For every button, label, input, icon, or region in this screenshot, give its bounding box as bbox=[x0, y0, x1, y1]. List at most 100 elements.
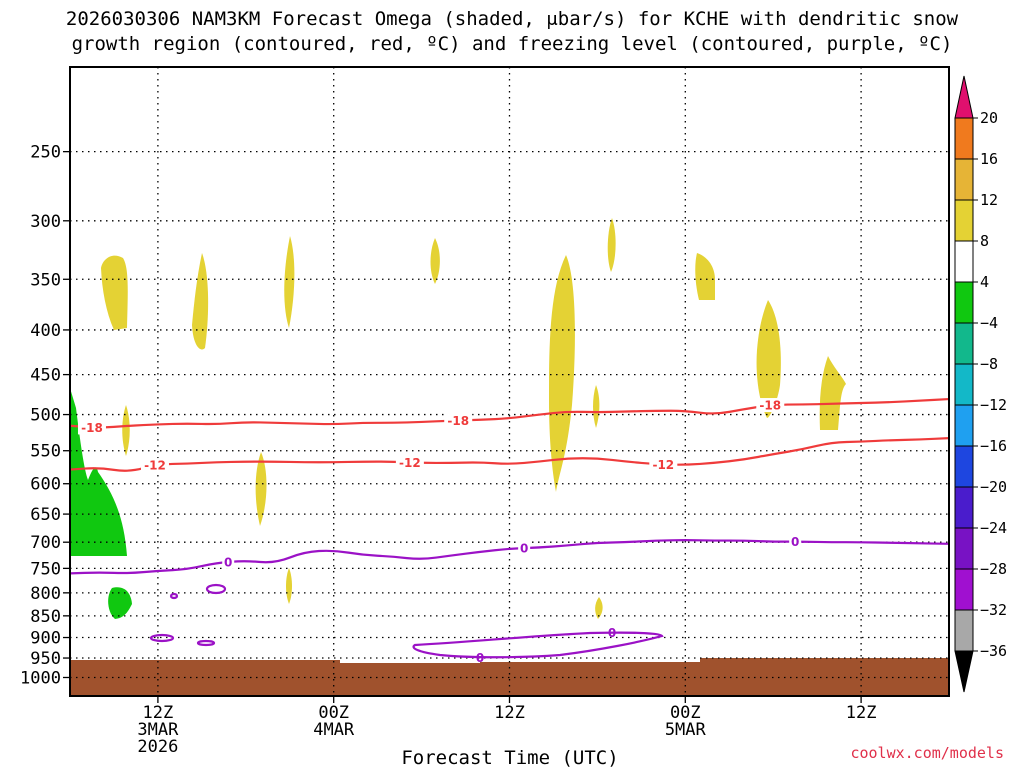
plot-background bbox=[70, 67, 949, 696]
colorbar-label: −12 bbox=[980, 396, 1007, 414]
contour-dendritic-minus12 bbox=[69, 437, 950, 472]
contour-label-0: 0 bbox=[476, 651, 484, 665]
omega-upward-patch bbox=[595, 597, 603, 619]
colorbar-bottom-arrow bbox=[954, 650, 974, 693]
colorbar-label: 4 bbox=[980, 273, 989, 291]
contour-label-background bbox=[444, 413, 473, 428]
y-tick-label: 800 bbox=[30, 584, 61, 604]
chart-title-line1: 2026030306 NAM3KM Forecast Omega (shaded… bbox=[66, 8, 959, 30]
contour-label-background bbox=[140, 458, 169, 473]
y-tick-label: 300 bbox=[30, 212, 61, 232]
omega-upward-patch bbox=[286, 568, 292, 604]
colorbar-swatch bbox=[954, 568, 974, 611]
contour-label-0: 0 bbox=[224, 555, 232, 569]
colorbar-label: 12 bbox=[980, 191, 998, 209]
y-tick-label: 450 bbox=[30, 366, 61, 386]
x-tick-label: 5MAR bbox=[665, 720, 707, 740]
omega-upward-patch bbox=[607, 218, 616, 272]
contour-label-minus18: -18 bbox=[447, 414, 469, 428]
freezing-loop bbox=[169, 592, 179, 600]
contour-label-minus18: -18 bbox=[81, 421, 103, 435]
y-tick-label: 500 bbox=[30, 406, 61, 426]
contour-label-background bbox=[649, 457, 678, 472]
colorbar-swatch bbox=[954, 486, 974, 529]
y-tick-label: 400 bbox=[30, 321, 61, 341]
contour-label-minus12: -12 bbox=[652, 458, 674, 472]
x-tick-label: 00Z bbox=[670, 703, 701, 723]
colorbar-swatch bbox=[954, 117, 974, 160]
freezing-loop bbox=[205, 583, 227, 595]
contour-label-minus18: -18 bbox=[759, 399, 781, 413]
colorbar-label: 8 bbox=[980, 232, 989, 250]
contour-label-background bbox=[395, 455, 424, 470]
colorbar-swatch bbox=[954, 363, 974, 406]
y-tick-label: 250 bbox=[30, 143, 61, 163]
omega-upward-patch bbox=[284, 236, 295, 328]
y-tick-label: 350 bbox=[30, 270, 61, 290]
omega-upward-patch bbox=[430, 238, 440, 284]
y-tick-label: 900 bbox=[30, 629, 61, 649]
contour-freezing-0 bbox=[69, 539, 950, 575]
colorbar-label: −4 bbox=[980, 314, 998, 332]
y-axis-ticks: 2503003504004505005506006507007508008509… bbox=[20, 143, 70, 688]
x-tick-label: 12Z bbox=[494, 703, 525, 723]
colorbar-swatch bbox=[954, 404, 974, 447]
contour-label-background bbox=[222, 554, 235, 569]
contour-dendritic-minus18 bbox=[69, 397, 950, 429]
contour-label-background bbox=[77, 420, 106, 435]
colorbar-swatch bbox=[954, 527, 974, 570]
contour-label-background bbox=[518, 541, 531, 556]
omega-shading bbox=[70, 218, 949, 696]
x-tick-label: 00Z bbox=[318, 703, 349, 723]
colorbar-label: −8 bbox=[980, 355, 998, 373]
x-tick-label: 12Z bbox=[846, 703, 877, 723]
omega-upward-patch bbox=[695, 253, 715, 300]
y-tick-label: 600 bbox=[30, 475, 61, 495]
colorbar-label: −16 bbox=[980, 437, 1007, 455]
omega-upward-patch bbox=[192, 253, 209, 350]
freezing-level-loops bbox=[149, 583, 664, 659]
terrain-below-surface bbox=[70, 658, 949, 696]
x-tick-label: 3MAR bbox=[137, 720, 179, 740]
omega-downward-patch bbox=[108, 587, 132, 619]
y-tick-label: 550 bbox=[30, 442, 61, 462]
y-tick-label: 700 bbox=[30, 533, 61, 553]
freezing-loop-labels: 0 0 bbox=[476, 626, 616, 665]
y-tick-label: 850 bbox=[30, 607, 61, 627]
contour-label-background bbox=[789, 534, 802, 549]
colorbar-swatch bbox=[954, 158, 974, 201]
y-tick-label: 1000 bbox=[20, 668, 61, 688]
omega-upward-patch bbox=[122, 405, 130, 456]
colorbar-swatch bbox=[954, 199, 974, 242]
colorbar-swatch bbox=[954, 322, 974, 365]
colorbar-swatch bbox=[954, 240, 974, 283]
y-tick-label: 750 bbox=[30, 559, 61, 579]
y-tick-label: 950 bbox=[30, 649, 61, 669]
colorbar-label: −20 bbox=[980, 478, 1007, 496]
contour-label-0: 0 bbox=[791, 535, 799, 549]
colorbar-label: −36 bbox=[980, 642, 1007, 660]
freezing-loop bbox=[196, 639, 216, 647]
x-axis-label: Forecast Time (UTC) bbox=[401, 747, 618, 768]
freezing-loop bbox=[149, 633, 175, 643]
colorbar-top-arrow bbox=[954, 75, 974, 119]
x-tick-label: 12Z bbox=[143, 703, 174, 723]
omega-upward-patch bbox=[593, 385, 600, 428]
colorbar-swatch bbox=[954, 445, 974, 488]
omega-upward-patch bbox=[101, 255, 128, 330]
colorbar-label: 20 bbox=[980, 109, 998, 127]
omega-upward-patch bbox=[756, 300, 781, 418]
contour-label-0: 0 bbox=[608, 626, 616, 640]
x-tick-label: 4MAR bbox=[313, 720, 355, 740]
contour-label-0: 0 bbox=[520, 542, 528, 556]
colorbar-label: −24 bbox=[980, 519, 1007, 537]
colorbar-label: −32 bbox=[980, 601, 1007, 619]
contour-label-background bbox=[756, 398, 785, 413]
colorbar: 20 16 12 8 4 −4 −8 −12 −16 −20 −24 −28 −32 −36 bbox=[954, 75, 1007, 693]
freezing-loop bbox=[412, 631, 664, 659]
colorbar-swatch bbox=[954, 281, 974, 324]
colorbar-label: 16 bbox=[980, 150, 998, 168]
